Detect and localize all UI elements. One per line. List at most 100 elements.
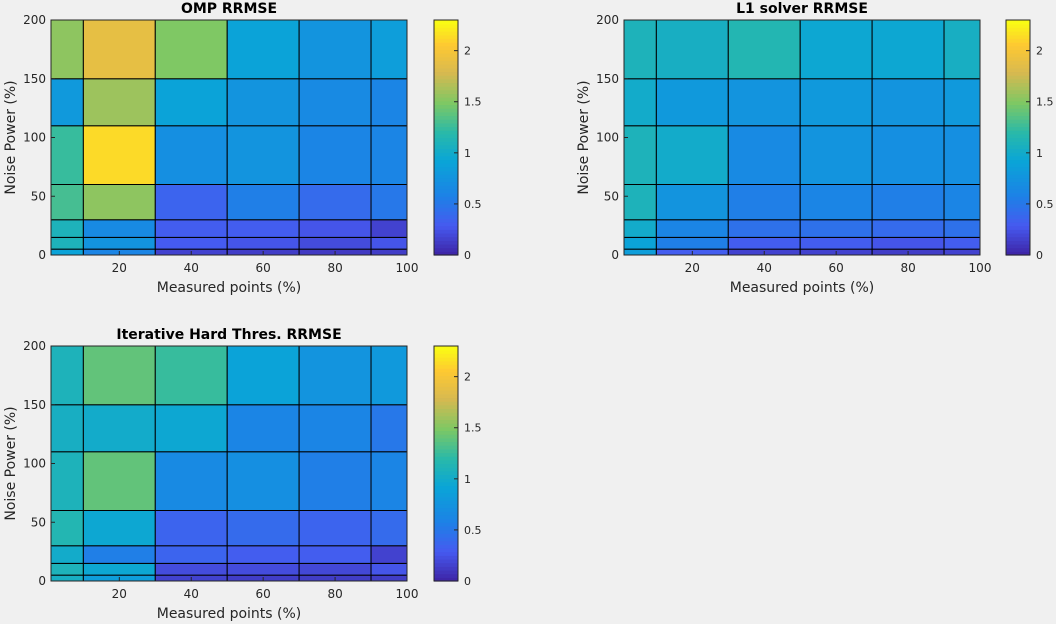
colorbar-segment [434,562,458,567]
heatmap-cell [370,236,408,250]
colorbar-tick-label: 1 [1036,147,1043,160]
colorbar-segment [434,122,458,128]
colorbar-segment [434,382,458,387]
chart-title: OMP RRMSE [181,1,277,17]
heatmap-cell [50,19,84,80]
colorbar-segment [1006,42,1030,47]
colorbar-segment [1006,141,1030,146]
y-axis-label: Noise Power (%) [3,80,19,194]
colorbar-segment [434,49,458,54]
heatmap-cell [154,184,228,221]
heatmap-cell [370,404,408,453]
y-tick-label: 0 [38,248,46,262]
colorbar-segment [434,82,458,87]
colorbar-segment [434,364,458,369]
colorbar-segment [434,544,458,549]
y-tick-label: 200 [23,339,46,353]
heatmap-cell [943,78,981,127]
colorbar-segment [434,159,458,164]
x-axis-label: Measured points (%) [157,606,302,622]
x-tick-label: 100 [969,261,992,275]
colorbar-segment [434,500,458,505]
heatmap-cell [50,510,84,547]
colorbar-segment [1006,67,1030,73]
heatmap-cell [727,184,801,221]
heatmap-cell [154,545,228,564]
colorbar-segment [434,485,458,490]
x-tick-label: 20 [112,587,127,601]
colorbar-tick-label: 0.5 [464,524,482,537]
colorbar-tick-label: 1.5 [1036,96,1054,109]
heatmap-cell [298,404,372,453]
colorbar-segment [434,240,458,245]
colorbar: 0 0.5 1 1.5 2 [433,19,482,262]
colorbar-segment [434,390,458,395]
colorbar-segment [434,86,458,91]
y-tick-label: 200 [23,13,46,27]
colorbar-segment [434,357,458,362]
colorbar-segment [434,188,458,194]
colorbar-segment [434,492,458,498]
colorbar-segment [1006,34,1030,39]
heatmap-cell [871,19,945,80]
colorbar-segment [434,525,458,531]
heatmap-cell [799,125,873,185]
x-tick-label: 80 [327,261,342,275]
colorbar-segment [434,412,458,417]
colorbar-segment [434,375,458,380]
colorbar-segment [434,53,458,58]
colorbar-tick-label: 2 [464,45,471,58]
colorbar-segment [434,207,458,212]
colorbar-segment [1006,45,1030,50]
colorbar-segment [434,141,458,146]
colorbar-segment [434,404,458,410]
colorbar-segment [1006,232,1030,238]
colorbar-segment [434,75,458,80]
heatmap-cell [623,184,657,221]
colorbar-segment [1006,137,1030,142]
heatmap-cell [154,125,228,185]
colorbar-segment [434,89,458,95]
heatmap-cell [226,236,300,250]
heatmap-cell [82,451,156,511]
colorbar-segment [434,419,458,424]
x-tick-label: 80 [327,587,342,601]
colorbar-segment [434,137,458,142]
colorbar-segment [1006,240,1030,245]
colorbar-segment [434,353,458,358]
x-tick-label: 80 [900,261,915,275]
colorbar-segment [434,174,458,179]
colorbar-segment [1006,49,1030,54]
colorbar-segment [434,459,458,465]
colorbar-segment [434,360,458,365]
heatmap-cell [82,19,156,80]
colorbar-tick-label: 1 [464,147,471,160]
colorbar-segment [1006,71,1030,76]
chart-title: L1 solver RRMSE [736,1,868,17]
heatmap-cell [370,510,408,547]
colorbar-segment [434,566,458,571]
heatmap-cell [50,219,84,238]
colorbar-tick-label: 1.5 [464,96,482,109]
colorbar-segment [434,42,458,47]
colorbar-segment [1006,122,1030,128]
colorbar-segment [1006,86,1030,91]
colorbar-segment [1006,53,1030,58]
heatmap-cell [154,236,228,250]
y-axis-label: Noise Power (%) [3,406,19,520]
colorbar-segment [1006,97,1030,102]
colorbar-segment [434,496,458,501]
heatmap-cell [298,19,372,80]
heatmap-cell [226,545,300,564]
colorbar-segment [434,203,458,208]
heatmap-cell [727,219,801,238]
heatmap-cell [50,78,84,127]
colorbar-segment [434,463,458,468]
colorbar-segment [1006,130,1030,135]
heatmap-cell [226,19,300,80]
colorbar-segment [434,573,458,578]
colorbar-segment [1006,82,1030,87]
heatmap-cell [82,345,156,406]
